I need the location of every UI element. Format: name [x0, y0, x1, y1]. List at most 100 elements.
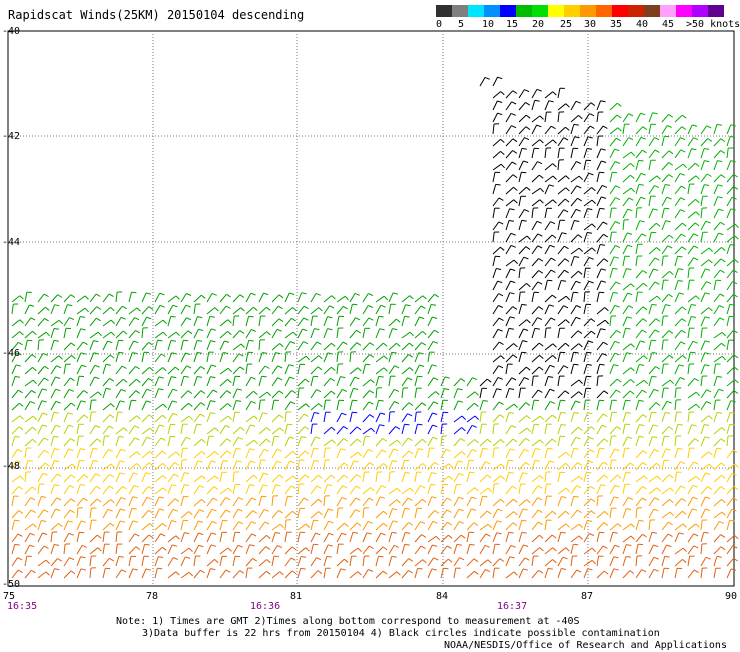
wind-barb-feather [470, 544, 475, 545]
wind-barb-feather [588, 341, 593, 343]
wind-barb [155, 534, 161, 542]
wind-barb-feather [551, 258, 555, 261]
wind-barb-feather [186, 437, 191, 439]
wind-barb [246, 511, 253, 519]
wind-barb [298, 498, 304, 506]
wind-barb-feather [579, 115, 583, 118]
wind-barb-feather [475, 440, 479, 443]
wind-barb [480, 424, 482, 434]
wind-barb-feather [591, 511, 595, 514]
wind-barb [259, 571, 266, 578]
wind-barb [103, 568, 105, 578]
wind-barb-feather [356, 330, 360, 333]
wind-barb [246, 352, 248, 362]
wind-barb [519, 320, 527, 326]
wind-barb-feather [604, 475, 608, 478]
wind-barb [506, 523, 513, 530]
wind-barb [363, 391, 370, 399]
wind-barb [571, 496, 574, 506]
wind-barb [233, 472, 234, 482]
wind-barb-feather [279, 391, 283, 394]
wind-barb [311, 520, 314, 530]
wind-barb [168, 509, 173, 518]
wind-barb [415, 403, 422, 410]
wind-barb-feather [201, 403, 205, 406]
wind-barb [116, 389, 121, 398]
wind-barb [207, 559, 215, 566]
wind-barb [389, 329, 392, 338]
wind-barb-feather [576, 281, 581, 283]
wind-barb-feather [628, 498, 633, 500]
wind-barb [714, 197, 718, 206]
wind-barb-feather [640, 221, 645, 222]
wind-barb [688, 317, 691, 327]
wind-barb-feather [357, 427, 361, 430]
wind-barb [623, 448, 625, 458]
wind-barb-feather [615, 353, 620, 355]
wind-barb [701, 308, 709, 314]
wind-barb-feather [680, 173, 685, 175]
wind-barb [688, 404, 696, 410]
wind-barb [597, 511, 605, 518]
wind-barb [441, 476, 449, 482]
wind-barb-feather [371, 488, 375, 491]
wind-barb-feather [71, 475, 75, 478]
wind-barb [441, 464, 449, 470]
wind-barb-feather [652, 412, 657, 413]
wind-barb [727, 367, 734, 374]
wind-barb [727, 569, 731, 578]
wind-barb [623, 188, 631, 194]
wind-barb-feather [263, 485, 268, 486]
wind-barb-feather [656, 463, 660, 466]
wind-barb [597, 475, 604, 482]
wind-barb-feather [509, 389, 514, 390]
wind-barb-feather [344, 559, 348, 562]
wind-barb-feather [669, 331, 673, 334]
wind-barb [636, 184, 639, 194]
wind-barb [402, 305, 406, 314]
wind-barb-feather [44, 450, 48, 453]
wind-barb [532, 486, 538, 494]
wind-barb [480, 511, 487, 518]
wind-barb [168, 436, 170, 446]
wind-barb-feather [69, 425, 74, 427]
wind-barb [25, 355, 32, 362]
wind-barb-feather [133, 497, 138, 498]
wind-barb-feather [189, 416, 193, 420]
wind-barb-feather [540, 188, 543, 192]
wind-barb [298, 329, 303, 338]
wind-barb-feather [356, 498, 361, 500]
wind-barb-feather [70, 378, 74, 381]
wind-barb-feather [654, 389, 659, 391]
wind-barb-feather [29, 305, 34, 306]
wind-barb [519, 473, 523, 482]
wind-barb [51, 474, 57, 482]
wind-barb-feather [305, 379, 309, 382]
wind-barb [168, 389, 173, 398]
wind-barb-feather [511, 281, 516, 283]
wind-barb [649, 319, 656, 326]
wind-barb [428, 341, 433, 350]
wind-barb-feather [589, 281, 594, 283]
wind-barb-feather [641, 137, 646, 139]
wind-barb-feather [526, 115, 530, 118]
wind-barb [233, 401, 236, 411]
wind-barb [597, 281, 601, 290]
wind-barb-feather [722, 512, 726, 516]
wind-barb [168, 452, 176, 458]
wind-barb [12, 487, 19, 495]
wind-barb-feather [405, 508, 410, 509]
wind-barb [675, 511, 682, 518]
wind-barb-feather [668, 534, 672, 537]
wind-barb [350, 412, 352, 422]
lat-label: -40 [2, 26, 20, 37]
wind-barb-feather [443, 568, 448, 569]
wind-barb [558, 497, 561, 506]
wind-barb-feather [44, 546, 48, 549]
wind-barb-feather [20, 296, 24, 299]
wind-barb-feather [189, 512, 193, 515]
wind-barb [519, 304, 522, 314]
wind-barb [77, 498, 83, 506]
wind-barb-feather [136, 379, 140, 382]
wind-barb-feather [98, 332, 101, 336]
